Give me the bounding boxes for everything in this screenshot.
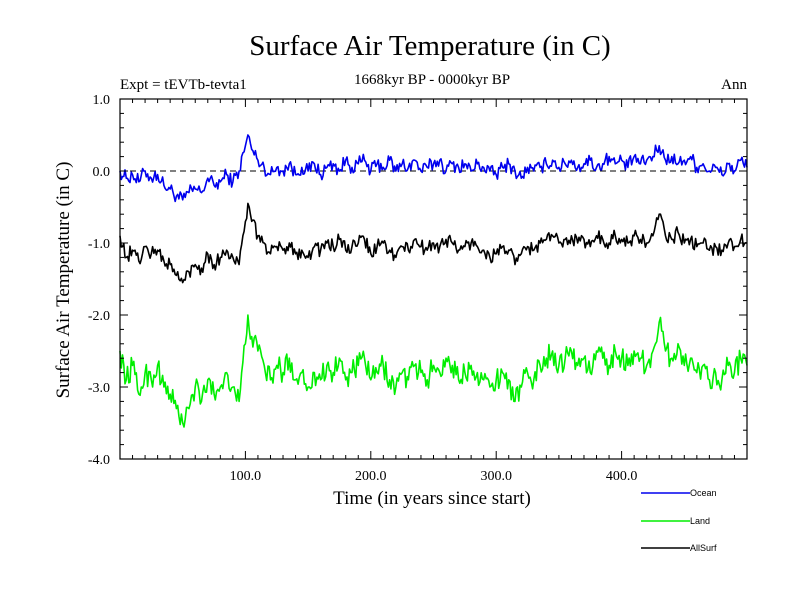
y-tick-label: -4.0 bbox=[88, 453, 110, 468]
x-axis-label: Time (in years since start) bbox=[333, 488, 531, 509]
y-tick-label: -3.0 bbox=[88, 381, 110, 396]
y-tick-label: -2.0 bbox=[88, 309, 110, 324]
legend-label-land: Land bbox=[690, 516, 710, 526]
plot-frame bbox=[119, 98, 748, 460]
y-tick-label: 0.0 bbox=[93, 165, 111, 180]
plot-area: 100.0 200.0 300.0 400.0 -4.0 -3.0 -2.0 -1.0 0.0 1… bbox=[88, 93, 748, 484]
series-line-land bbox=[119, 314, 748, 428]
series-line-ocean bbox=[119, 134, 748, 203]
series-layer bbox=[119, 134, 748, 428]
ticks-layer: 100.0 200.0 300.0 400.0 -4.0 -3.0 -2.0 -1.0 0.0 1… bbox=[88, 93, 747, 484]
series-line-allsurf bbox=[119, 202, 748, 284]
x-tick-label: 400.0 bbox=[606, 469, 638, 484]
x-tick-label: 100.0 bbox=[230, 469, 262, 484]
y-axis-label: Surface Air Temperature (in C) bbox=[53, 162, 74, 399]
chart-title: Surface Air Temperature (in C) bbox=[249, 30, 610, 62]
y-tick-label: 1.0 bbox=[93, 93, 111, 108]
x-tick-label: 200.0 bbox=[355, 469, 387, 484]
x-tick-label: 300.0 bbox=[480, 469, 512, 484]
expt-label: Expt = tEVTb-tevta1 bbox=[120, 77, 247, 93]
legend-label-allsurf: AllSurf bbox=[690, 543, 717, 553]
legend: Ocean Land AllSurf bbox=[641, 488, 717, 553]
y-tick-label: -1.0 bbox=[88, 237, 110, 252]
legend-label-ocean: Ocean bbox=[690, 488, 717, 498]
period-label: Ann bbox=[721, 77, 747, 93]
chart-subtitle: 1668kyr BP - 0000kyr BP bbox=[354, 72, 510, 88]
